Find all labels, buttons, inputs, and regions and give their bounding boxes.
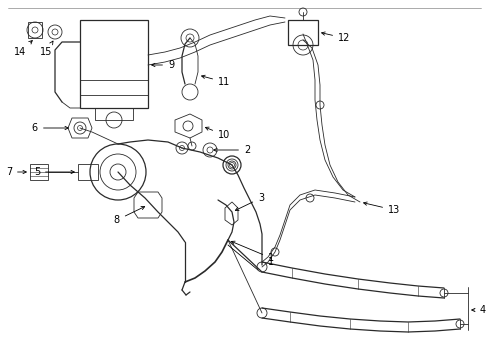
Text: 2: 2	[213, 145, 250, 155]
Text: 9: 9	[151, 60, 174, 70]
Text: 15: 15	[40, 41, 53, 57]
Text: 6: 6	[32, 123, 68, 133]
Text: 8: 8	[114, 207, 144, 225]
Text: 1: 1	[267, 257, 274, 267]
Text: 13: 13	[363, 202, 400, 215]
Text: 1: 1	[231, 241, 274, 263]
Text: 7: 7	[6, 167, 26, 177]
Text: 10: 10	[205, 127, 230, 140]
Text: 3: 3	[235, 193, 264, 211]
Text: 14: 14	[14, 41, 32, 57]
Text: 4: 4	[471, 305, 485, 315]
Text: 5: 5	[34, 167, 74, 177]
Text: 11: 11	[201, 75, 230, 87]
Text: 12: 12	[321, 32, 350, 43]
